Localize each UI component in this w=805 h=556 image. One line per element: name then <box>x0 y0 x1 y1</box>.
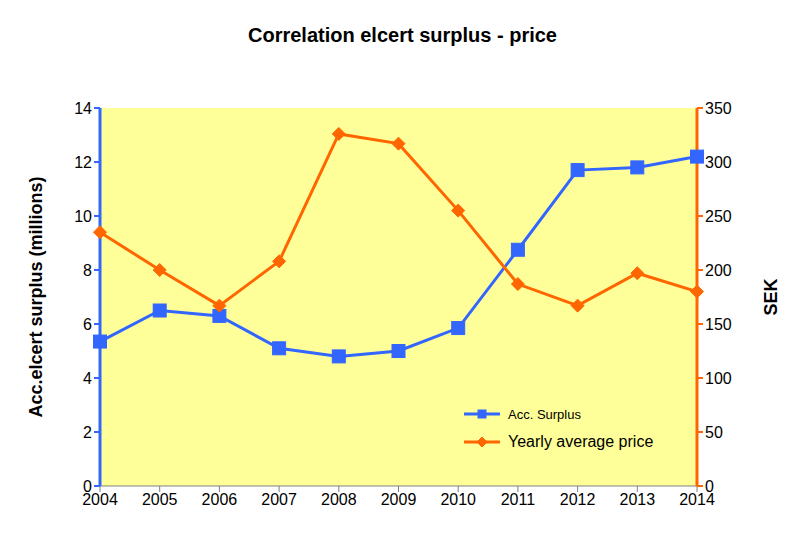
svg-text:2011: 2011 <box>501 491 536 508</box>
svg-text:0: 0 <box>705 478 714 495</box>
svg-text:SEK: SEK <box>761 278 781 315</box>
svg-text:250: 250 <box>705 208 732 225</box>
svg-text:14: 14 <box>74 100 92 117</box>
html-text:Correlation elcert surplus - p: Correlation elcert surplus - price <box>248 24 557 46</box>
svg-text:2007: 2007 <box>261 491 297 508</box>
svg-text:2: 2 <box>83 424 92 441</box>
svg-text:8: 8 <box>83 262 92 279</box>
svg-text:350: 350 <box>705 100 732 117</box>
svg-text:2012: 2012 <box>560 491 596 508</box>
svg-text:Acc.elcert surplus (millions): Acc.elcert surplus (millions) <box>26 176 46 417</box>
svg-text:2008: 2008 <box>321 491 357 508</box>
svg-text:2004: 2004 <box>82 491 118 509</box>
svg-text:2014: 2014 <box>679 491 715 509</box>
svg-text:300: 300 <box>705 154 732 171</box>
svg-text:2009: 2009 <box>381 491 417 508</box>
svg-text:100: 100 <box>705 370 732 387</box>
svg-text:4: 4 <box>83 370 92 387</box>
svg-text:200: 200 <box>705 262 732 279</box>
svg-text:6: 6 <box>83 316 92 333</box>
svg-text:10: 10 <box>74 208 92 225</box>
svg-text:2010: 2010 <box>440 491 476 508</box>
svg-text:2013: 2013 <box>620 491 656 508</box>
svg-text:50: 50 <box>705 424 723 441</box>
svg-text:2006: 2006 <box>202 491 238 508</box>
svg-text:0: 0 <box>83 478 92 495</box>
html-text:Yearly average price: Yearly average price <box>508 433 654 450</box>
html-text:Acc. Surplus: Acc. Surplus <box>508 406 581 422</box>
svg-text:12: 12 <box>74 154 92 171</box>
svg-text:150: 150 <box>705 316 732 333</box>
svg-text:2005: 2005 <box>142 491 178 508</box>
